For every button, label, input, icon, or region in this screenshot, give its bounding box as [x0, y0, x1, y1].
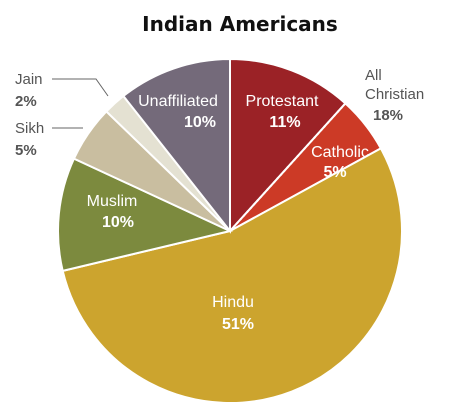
chart-title: Indian Americans — [142, 12, 338, 36]
hindu-value: 51% — [222, 316, 254, 333]
pie-slice-protestant — [229, 57, 347, 234]
muslim-label: Muslim — [87, 193, 138, 210]
catholic-value: 5% — [323, 164, 346, 181]
muslim-value: 10% — [102, 214, 134, 231]
all-christian-label-line1: All — [365, 67, 382, 84]
unaffiliated-label: Unaffiliated — [138, 93, 218, 110]
pie-slices — [57, 57, 404, 404]
all-christian-value: 18% — [373, 107, 403, 124]
jain-label: Jain — [15, 71, 43, 88]
hindu-label: Hindu — [212, 294, 254, 311]
protestant-label: Protestant — [246, 93, 319, 110]
jain-leader-line — [52, 78, 109, 97]
pie-slice-unaffiliated — [121, 57, 231, 234]
pie-slice-hindu — [61, 146, 404, 404]
unaffiliated-value: 10% — [184, 114, 216, 131]
protestant-value: 11% — [269, 114, 300, 131]
jain-value: 2% — [15, 93, 37, 110]
sikh-value: 5% — [15, 142, 37, 159]
catholic-label: Catholic — [311, 144, 369, 161]
pie-slice-muslim — [57, 157, 234, 273]
sikh-label: Sikh — [15, 120, 44, 137]
all-christian-divider — [229, 102, 347, 232]
all-christian-label-line2: Christian — [365, 86, 424, 103]
